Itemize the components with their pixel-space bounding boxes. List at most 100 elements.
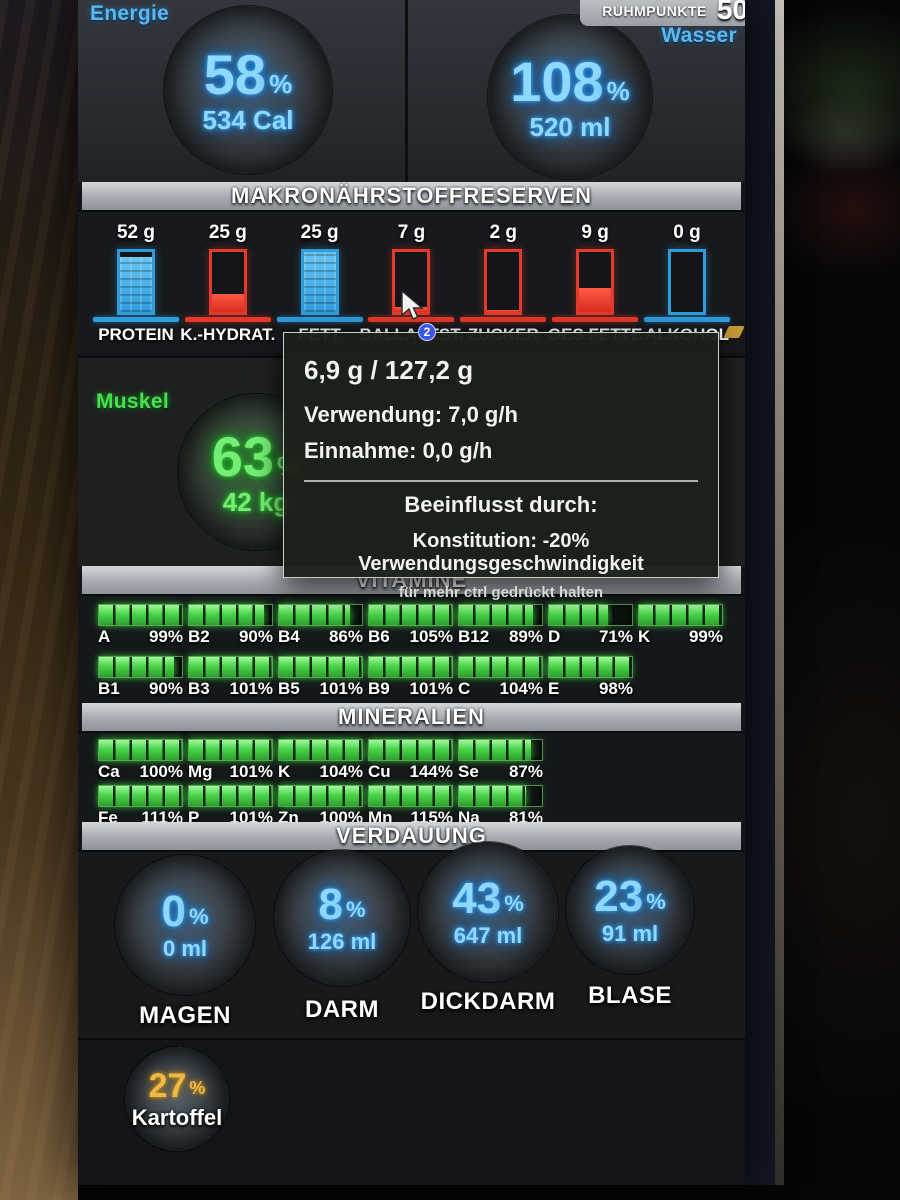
tooltip-amounts: 6,9 g / 127,2 g: [304, 355, 474, 385]
mineral-item[interactable]: Na 81%: [458, 785, 543, 828]
percent-sign: %: [504, 891, 524, 916]
macro-bar[interactable]: 52 g PROTEIN: [92, 222, 180, 353]
vitamin-bar: [548, 604, 633, 626]
percent-sign: %: [188, 904, 209, 929]
tooltip-usage: Verwendung: 7,0 g/h: [304, 402, 518, 427]
vitamin-item[interactable]: C 104%: [458, 656, 543, 699]
stomach-gauge[interactable]: 0% 0 ml: [115, 855, 255, 995]
vitamin-item[interactable]: B4 86%: [278, 604, 363, 647]
vitamin-label: C: [458, 679, 471, 698]
energy-gauge[interactable]: 58% 534 Cal: [164, 6, 332, 174]
fame-points-value: 50: [716, 0, 745, 25]
bladder-value: 91 ml: [601, 921, 659, 946]
mineral-label: Cu: [368, 762, 391, 781]
vitamin-bar-segments: [189, 605, 272, 625]
tooltip-influenced-header: Beeinflusst durch:: [404, 492, 598, 517]
food-gauge[interactable]: 27% Kartoffel: [125, 1047, 229, 1151]
vitamin-item[interactable]: K 99%: [638, 604, 723, 647]
vitamins-row-1: A 99% B2 90% B4 86%: [98, 604, 723, 647]
tooltip-influence-line: Konstitution: -20% Verwendungsgeschwindi…: [358, 530, 644, 575]
vitamin-item[interactable]: E 98%: [548, 656, 633, 699]
bladder-percent: 23: [594, 872, 644, 921]
section-food: 27% Kartoffel: [78, 1038, 745, 1185]
mineral-item[interactable]: Mg 101%: [188, 739, 273, 782]
vitamin-bar-segments: [279, 657, 362, 677]
vitamin-percent: 71%: [598, 627, 633, 646]
mineral-percent: 100%: [139, 762, 183, 781]
stomach-percent: 0: [161, 887, 186, 936]
macro-amount: 2 g: [489, 222, 518, 243]
mineral-item[interactable]: Se 87%: [458, 739, 543, 782]
mineral-bar-segments: [189, 740, 272, 760]
minerals-header: MINERALIEN: [82, 703, 741, 731]
gauge-readout: 63% 42 kg: [178, 394, 334, 550]
gauge-readout: 27% Kartoffel: [125, 1047, 229, 1151]
vitamin-bar-segments: [549, 605, 632, 625]
digestion-header: VERDAUUNG: [82, 822, 741, 850]
vitamin-item[interactable]: D 71%: [548, 604, 633, 647]
vitamin-percent: 86%: [328, 627, 363, 646]
vitamin-item[interactable]: B9 101%: [368, 656, 453, 699]
mineral-bar-segments: [279, 786, 362, 806]
colon-gauge[interactable]: 43% 647 ml: [418, 842, 558, 982]
percent-sign: %: [269, 69, 293, 99]
macro-amount: 25 g: [208, 222, 247, 243]
gauge-face: [566, 846, 694, 974]
panel-divider: [405, 0, 408, 182]
gauge-face: [164, 6, 332, 174]
percent-sign: %: [606, 76, 630, 106]
vitamin-bar: [278, 656, 363, 678]
vitamin-label: B5: [278, 679, 300, 698]
muscle-label: Muskel: [96, 390, 169, 413]
vitamin-bar-segments: [99, 605, 182, 625]
vitamin-item[interactable]: B5 101%: [278, 656, 363, 699]
water-gauge[interactable]: 108% 520 ml: [488, 15, 652, 179]
fame-points-label: RUHMPUNKTE: [602, 3, 707, 19]
intestine-label: DARM: [305, 996, 379, 1023]
mineral-item[interactable]: K 104%: [278, 739, 363, 782]
mineral-item[interactable]: Zn 100%: [278, 785, 363, 828]
intestine-percent: 8: [318, 880, 343, 929]
vitamin-bar-segments: [459, 657, 542, 677]
vitamin-label: B2: [188, 627, 210, 646]
vitamin-item[interactable]: B3 101%: [188, 656, 273, 699]
mineral-bar-segments: [459, 786, 542, 806]
vitamin-label: B4: [278, 627, 300, 646]
percent-sign: %: [646, 889, 666, 914]
bladder-gauge[interactable]: 23% 91 ml: [566, 846, 694, 974]
macro-bar-baseline: [643, 317, 730, 322]
vitamin-item[interactable]: B6 105%: [368, 604, 453, 647]
vitamin-item[interactable]: B2 90%: [188, 604, 273, 647]
colon-label: DICKDARM: [420, 988, 556, 1015]
vitamin-bar-segments: [639, 605, 722, 625]
mineral-percent: 104%: [319, 762, 363, 781]
vitamin-item[interactable]: B12 89%: [458, 604, 543, 647]
intestine-gauge[interactable]: 8% 126 ml: [274, 850, 410, 986]
macro-bar-baseline: [460, 317, 547, 322]
mineral-item[interactable]: Fe 111%: [98, 785, 183, 828]
gauge-face: [418, 842, 558, 982]
section-vitamins: A 99% B2 90% B4 86%: [78, 594, 745, 703]
gauge-face: [115, 855, 255, 995]
mineral-item[interactable]: Ca 100%: [98, 739, 183, 782]
vitamins-row-2: B1 90% B3 101% B5 10: [98, 656, 633, 699]
mineral-label: Se: [458, 762, 479, 781]
metabolism-screen: Energie Wasser 58% 534 Cal 108% 520 ml: [78, 0, 745, 1185]
vitamin-bar: [548, 656, 633, 678]
vitamin-item[interactable]: B1 90%: [98, 656, 183, 699]
mineral-bar: [368, 785, 453, 807]
macro-bar[interactable]: 25 g K.-HYDRAT.: [180, 222, 275, 353]
mineral-bar: [98, 785, 183, 807]
macro-bar-outline: [576, 249, 615, 315]
mineral-item[interactable]: Cu 144%: [368, 739, 453, 782]
minerals-row-2: Fe 111% P 101% Zn 10: [98, 785, 543, 828]
vitamin-bar: [98, 656, 183, 678]
macro-label: K.-HYDRAT.: [180, 325, 276, 344]
gauge-readout: 23% 91 ml: [566, 846, 694, 974]
vitamin-label: E: [548, 679, 560, 698]
gauge-face: [274, 850, 410, 986]
vitamin-percent: 101%: [409, 679, 453, 698]
vitamin-bar: [368, 604, 453, 626]
vitamin-bar-segments: [369, 605, 452, 625]
vitamin-item[interactable]: A 99%: [98, 604, 183, 647]
